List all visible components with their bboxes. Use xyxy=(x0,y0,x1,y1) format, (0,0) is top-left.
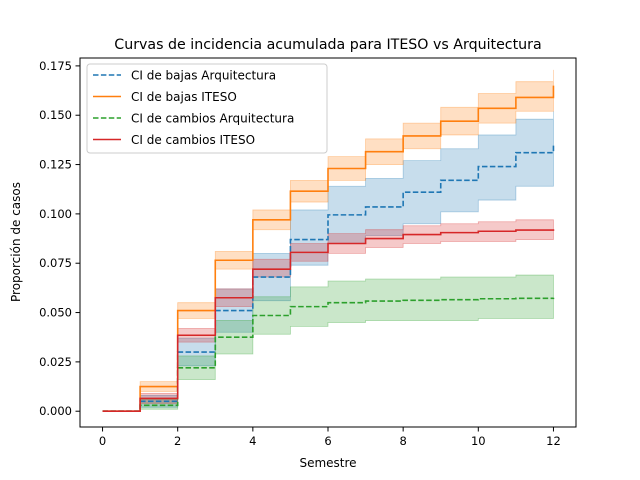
x-tick-label: 6 xyxy=(324,434,331,448)
y-tick-label: 0.025 xyxy=(39,355,72,369)
legend-box xyxy=(86,63,328,154)
chart-title: Curvas de incidencia acumulada para ITES… xyxy=(114,37,541,53)
y-tick-label: 0.000 xyxy=(39,404,72,418)
y-tick-label: 0.175 xyxy=(39,59,72,73)
x-axis-label: Semestre xyxy=(299,456,356,470)
y-tick-label: 0.125 xyxy=(39,158,72,172)
ci-band-ci-de-bajas-iteso xyxy=(102,69,554,412)
series-lines xyxy=(102,85,555,413)
y-tick-label: 0.075 xyxy=(39,256,72,270)
x-tick-label: 10 xyxy=(471,434,486,448)
y-tick-label: 0.150 xyxy=(39,108,72,122)
y-axis-label: Proporción de casos xyxy=(9,182,23,302)
x-tick-label: 4 xyxy=(249,434,256,448)
y-tick-label: 0.050 xyxy=(39,306,72,320)
y-axis: 0.000 0.025 0.050 0.075 0.100 0.125 0.150 0.175 xyxy=(39,59,80,418)
x-axis: 0 2 4 6 8 10 12 xyxy=(99,427,561,448)
series-line-ci-de-cambios-iteso xyxy=(102,229,555,413)
legend-label-ci-de-bajas-iteso: CI de bajas ITESO xyxy=(131,90,237,104)
x-tick-label: 12 xyxy=(546,434,561,448)
legend: CI de bajas Arquitectura CI de bajas ITES… xyxy=(86,63,328,154)
series-line-ci-de-bajas-iteso xyxy=(102,85,555,413)
x-tick-label: 2 xyxy=(174,434,181,448)
legend-label-ci-de-bajas-arquitectura: CI de bajas Arquitectura xyxy=(131,69,276,83)
legend-label-ci-de-cambios-arquitectura: CI de cambios Arquitectura xyxy=(131,112,294,126)
x-tick-label: 8 xyxy=(399,434,406,448)
x-tick-label: 0 xyxy=(99,434,106,448)
legend-label-ci-de-cambios-iteso: CI de cambios ITESO xyxy=(131,133,255,147)
y-tick-label: 0.100 xyxy=(39,207,72,221)
